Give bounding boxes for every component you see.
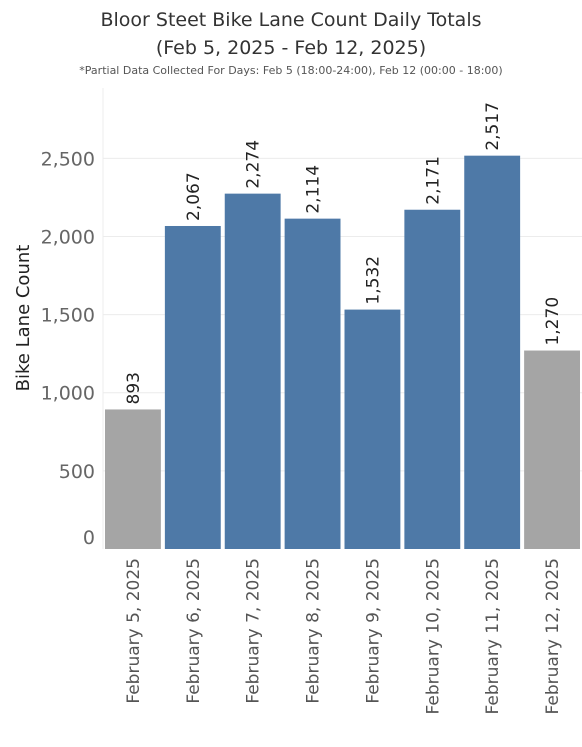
x-tick-label: February 6, 2025 — [184, 558, 204, 704]
y-tick-label: 1,500 — [41, 305, 95, 327]
bars — [105, 155, 580, 550]
x-tick-label: February 9, 2025 — [363, 558, 383, 704]
data-label: 2,171 — [423, 156, 443, 205]
y-tick-label: 0 — [83, 527, 95, 549]
y-tick-label: 2,000 — [41, 226, 95, 248]
y-tick-label: 1,000 — [41, 383, 95, 405]
bar — [105, 409, 161, 549]
data-label: 2,274 — [244, 140, 264, 189]
data-label: 2,517 — [483, 102, 503, 151]
bar — [164, 225, 221, 549]
data-label: 2,114 — [304, 165, 324, 214]
y-tick-label: 2,500 — [41, 148, 95, 170]
x-tick-label: February 7, 2025 — [244, 558, 264, 704]
x-axis-labels: February 5, 2025 February 6, 2025 February… — [124, 558, 563, 714]
y-axis-ticks: 0 500 1,000 1,500 2,000 2,500 — [41, 148, 95, 549]
y-tick-label: 500 — [59, 461, 95, 483]
data-label: 1,270 — [543, 297, 563, 346]
bar — [284, 218, 341, 550]
x-tick-label: February 5, 2025 — [124, 558, 144, 704]
x-tick-label: February 8, 2025 — [304, 558, 324, 704]
bar — [224, 193, 281, 549]
x-tick-label: February 12, 2025 — [543, 558, 563, 714]
bar — [404, 209, 461, 549]
chart-title-line1: Bloor Steet Bike Lane Count Daily Totals — [100, 9, 482, 31]
data-label: 1,532 — [363, 256, 383, 305]
chart-title-line2: (Feb 5, 2025 - Feb 12, 2025) — [155, 37, 427, 59]
bar — [464, 155, 521, 550]
data-labels: 893 2,067 2,274 2,114 1,532 2,171 2,517 1,270 — [124, 102, 563, 404]
data-label: 2,067 — [184, 172, 204, 221]
chart-subtitle: *Partial Data Collected For Days: Feb 5 … — [79, 64, 503, 77]
x-tick-label: February 10, 2025 — [423, 558, 443, 714]
y-axis-label: Bike Lane Count — [13, 245, 34, 392]
x-tick-label: February 11, 2025 — [483, 558, 503, 714]
bar — [344, 309, 401, 549]
data-label: 893 — [124, 372, 144, 404]
bar — [524, 350, 580, 549]
